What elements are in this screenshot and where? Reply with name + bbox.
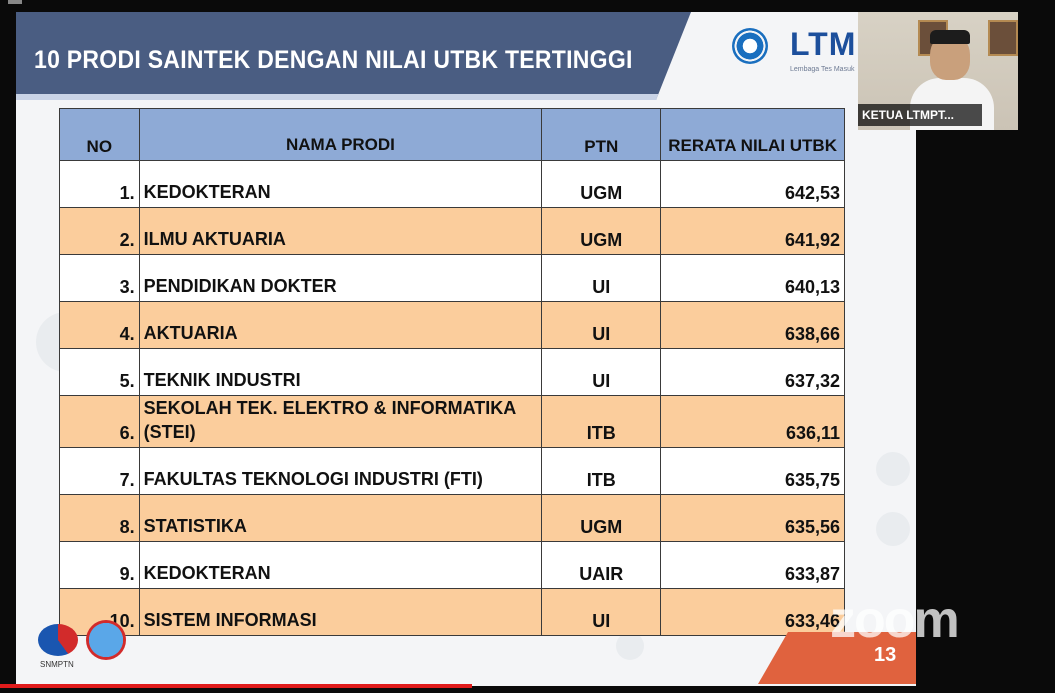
row-value: 640,13 [660, 254, 845, 302]
table-row: 3. PENDIDIKAN DOKTER UI 640,13 [59, 254, 845, 302]
row-no: 1. [59, 160, 140, 208]
table-row: 6. SEKOLAH TEK. ELEKTRO & INFORMATIKA (S… [59, 395, 845, 448]
row-no: 7. [59, 447, 140, 495]
row-ptn: ITB [541, 447, 662, 495]
row-value: 637,32 [660, 348, 845, 396]
row-name: STATISTIKA [138, 494, 543, 542]
participant-cap [930, 30, 970, 44]
row-ptn: UAIR [541, 541, 662, 589]
utbk-logo-icon [86, 620, 126, 660]
row-ptn: UI [541, 348, 662, 396]
row-value: 641,92 [660, 207, 845, 255]
row-no: 8. [59, 494, 140, 542]
snmptn-logo-label: SNMPTN [40, 660, 74, 669]
header-ptn: PTN [541, 108, 662, 161]
footer-logos: SNMPTN [38, 618, 148, 674]
row-no: 6. [59, 395, 140, 448]
wall-frame [988, 20, 1018, 56]
row-no: 2. [59, 207, 140, 255]
table-row: 5. TEKNIK INDUSTRI UI 637,32 [59, 348, 845, 396]
slide-title: 10 PRODI SAINTEK DENGAN NILAI UTBK TERTI… [34, 46, 633, 74]
ltmpt-logo: LTM Lembaga Tes Masuk [728, 22, 916, 82]
row-name: PENDIDIKAN DOKTER [138, 254, 543, 302]
row-name: FAKULTAS TEKNOLOGI INDUSTRI (FTI) [138, 447, 543, 495]
row-value: 635,56 [660, 494, 845, 542]
row-no: 3. [59, 254, 140, 302]
header-name: NAMA PRODI [138, 108, 543, 161]
snmptn-logo-icon [38, 624, 78, 656]
ranking-table: NO NAMA PRODI PTN RERATA NILAI UTBK 1. K… [59, 108, 845, 636]
table-row: 1. KEDOKTERAN UGM 642,53 [59, 160, 845, 208]
row-name: SISTEM INFORMASI [138, 588, 543, 636]
row-name: ILMU AKTUARIA [138, 207, 543, 255]
row-name: KEDOKTERAN [138, 160, 543, 208]
background-decoration [616, 632, 644, 660]
row-ptn: UI [541, 301, 662, 349]
row-ptn: UGM [541, 207, 662, 255]
row-name: SEKOLAH TEK. ELEKTRO & INFORMATIKA (STEI… [138, 395, 543, 448]
background-decoration [876, 452, 910, 486]
row-value: 638,66 [660, 301, 845, 349]
table-row: 8. STATISTIKA UGM 635,56 [59, 494, 845, 542]
zoom-watermark: zoom [830, 591, 960, 649]
row-no: 9. [59, 541, 140, 589]
participant-video-tile[interactable]: KETUA LTMPT... [858, 12, 1018, 130]
row-name: KEDOKTERAN [138, 541, 543, 589]
table-row: 9. KEDOKTERAN UAIR 633,87 [59, 541, 845, 589]
row-value: 635,75 [660, 447, 845, 495]
row-value: 633,87 [660, 541, 845, 589]
participant-name-tag: KETUA LTMPT... [858, 104, 982, 126]
ltm-logo-text: LTM [790, 26, 857, 62]
table-row: 4. AKTUARIA UI 638,66 [59, 301, 845, 349]
row-ptn: UI [541, 588, 662, 636]
menu-icon[interactable] [8, 0, 22, 4]
table-row: 7. FAKULTAS TEKNOLOGI INDUSTRI (FTI) ITB… [59, 447, 845, 495]
page-number-tab [758, 632, 916, 684]
row-value: 642,53 [660, 160, 845, 208]
row-name: AKTUARIA [138, 301, 543, 349]
background-decoration [876, 512, 910, 546]
row-value: 633,46 [660, 588, 845, 636]
row-name: TEKNIK INDUSTRI [138, 348, 543, 396]
row-ptn: UGM [541, 160, 662, 208]
row-no: 4. [59, 301, 140, 349]
row-ptn: UGM [541, 494, 662, 542]
top-toolbar-strip [0, 0, 1055, 12]
row-value: 636,11 [660, 395, 845, 448]
row-ptn: UI [541, 254, 662, 302]
table-row: 2. ILMU AKTUARIA UGM 641,92 [59, 207, 845, 255]
shared-slide: 10 PRODI SAINTEK DENGAN NILAI UTBK TERTI… [16, 12, 916, 686]
ltm-logo-subtext: Lembaga Tes Masuk [790, 66, 855, 73]
ministry-emblem-icon [732, 28, 768, 64]
header-value: RERATA NILAI UTBK [660, 108, 845, 161]
row-no: 5. [59, 348, 140, 396]
table-row: 10. SISTEM INFORMASI UI 633,46 [59, 588, 845, 636]
table-header-row: NO NAMA PRODI PTN RERATA NILAI UTBK [59, 108, 845, 161]
progress-bar[interactable] [0, 684, 472, 688]
row-ptn: ITB [541, 395, 662, 448]
title-banner: 10 PRODI SAINTEK DENGAN NILAI UTBK TERTI… [16, 12, 691, 100]
header-no: NO [59, 108, 140, 161]
page-number: 13 [874, 644, 897, 666]
